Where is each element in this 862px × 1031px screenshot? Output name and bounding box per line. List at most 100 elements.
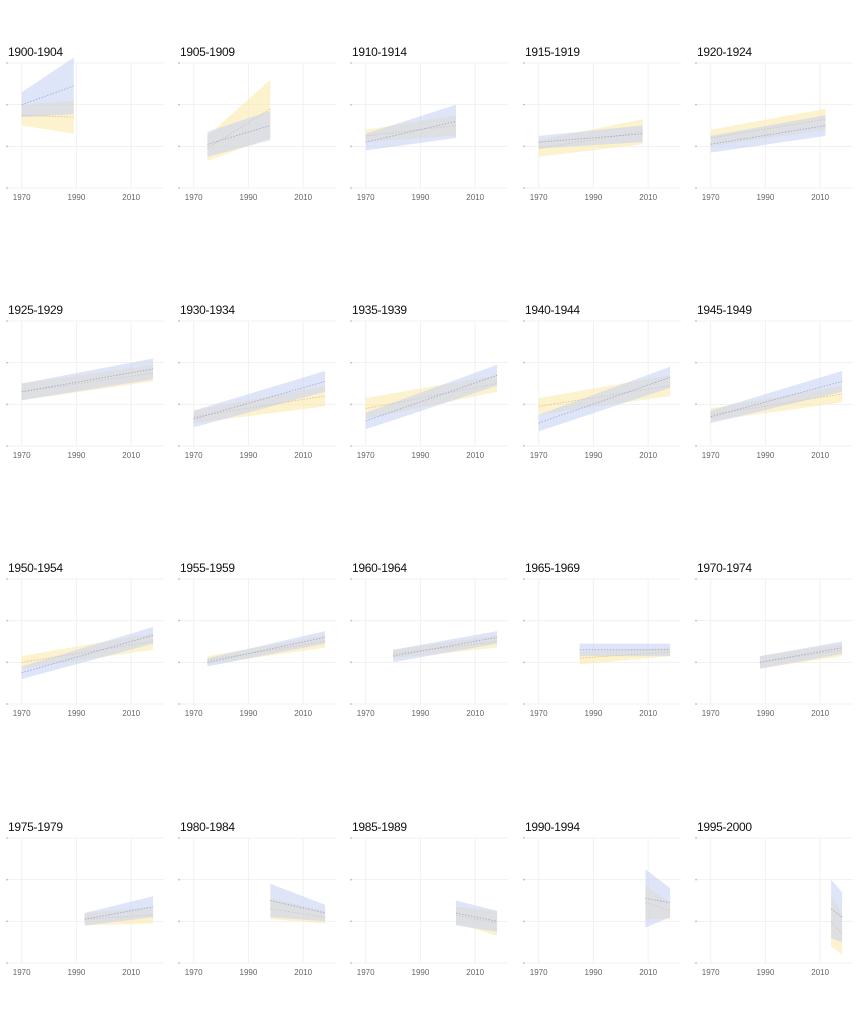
panel: 1940-1944 1970 1990 2010 <box>523 303 681 460</box>
panel: 1930-1934 1970 1990 2010 <box>178 303 336 460</box>
panel-title: 1900-1904 <box>8 45 63 59</box>
panel-title: 1905-1909 <box>180 45 235 59</box>
x-tick-label: 1970 <box>13 709 31 718</box>
y-tick-mark <box>523 403 525 406</box>
x-tick-label: 1970 <box>702 709 720 718</box>
y-tick-mark <box>178 361 180 364</box>
series-a-band <box>21 626 154 679</box>
y-tick-mark <box>695 361 697 364</box>
series-a-band <box>193 371 326 428</box>
y-tick-mark <box>6 920 8 923</box>
y-tick-mark <box>695 187 697 189</box>
x-tick-label: 2010 <box>811 451 829 460</box>
panel: 1900-1904 1970 1990 2010 <box>6 45 164 202</box>
panel: 1975-1979 1970 1990 2010 <box>6 820 164 977</box>
y-tick-mark <box>350 661 352 664</box>
x-tick-label: 2010 <box>639 451 657 460</box>
y-tick-mark <box>178 962 180 964</box>
y-tick-mark <box>523 361 525 364</box>
panel: 1925-1929 1970 1990 2010 <box>6 303 164 460</box>
y-tick-mark <box>695 320 697 322</box>
x-tick-label: 2010 <box>811 968 829 977</box>
x-tick-label: 1990 <box>412 709 430 718</box>
panel-title: 1950-1954 <box>8 561 63 575</box>
y-tick-mark <box>178 403 180 406</box>
panel-title: 1980-1984 <box>180 820 235 834</box>
x-tick-label: 2010 <box>639 193 657 202</box>
y-tick-mark <box>6 578 8 580</box>
x-tick-label: 1990 <box>68 968 86 977</box>
x-tick-label: 1990 <box>412 968 430 977</box>
x-tick-label: 1970 <box>13 193 31 202</box>
y-tick-mark <box>695 661 697 664</box>
x-tick-label: 2010 <box>122 451 140 460</box>
y-tick-mark <box>523 103 525 106</box>
series-a-trend-line <box>710 125 826 145</box>
y-tick-mark <box>350 103 352 106</box>
x-tick-label: 2010 <box>294 709 312 718</box>
panel: 1990-1994 1970 1990 2010 <box>523 820 681 977</box>
x-tick-label: 1970 <box>357 451 375 460</box>
series-a-band <box>365 104 456 151</box>
panel-title: 1920-1924 <box>697 45 752 59</box>
y-tick-mark <box>6 187 8 189</box>
y-tick-mark <box>695 962 697 964</box>
series-a-trend-line <box>270 900 326 914</box>
y-tick-mark <box>6 361 8 364</box>
x-tick-label: 1990 <box>412 451 430 460</box>
x-tick-label: 1990 <box>585 193 603 202</box>
y-tick-mark <box>178 145 180 148</box>
panel: 1945-1949 1970 1990 2010 <box>695 303 853 460</box>
series-a-trend-line <box>455 912 498 922</box>
series-a-band <box>538 125 643 149</box>
x-tick-label: 2010 <box>466 709 484 718</box>
x-tick-label: 1990 <box>68 709 86 718</box>
y-tick-mark <box>523 145 525 148</box>
y-tick-mark <box>695 403 697 406</box>
y-tick-mark <box>6 703 8 705</box>
y-tick-mark <box>350 837 352 839</box>
panel-title: 1990-1994 <box>525 820 580 834</box>
y-tick-mark <box>350 962 352 964</box>
panel: 1955-1959 1970 1990 2010 <box>178 561 336 718</box>
panel: 1995-2000 1970 1990 2010 <box>695 820 853 977</box>
x-tick-label: 1990 <box>240 451 258 460</box>
y-tick-mark <box>178 445 180 447</box>
x-tick-label: 1990 <box>757 193 775 202</box>
y-tick-mark <box>178 878 180 881</box>
panel-title: 1985-1989 <box>352 820 407 834</box>
x-tick-label: 1990 <box>585 451 603 460</box>
y-tick-mark <box>523 578 525 580</box>
x-tick-label: 1970 <box>185 193 203 202</box>
series-a-band <box>538 366 671 432</box>
series-a-band <box>456 900 498 932</box>
x-tick-label: 1970 <box>357 709 375 718</box>
y-tick-mark <box>695 837 697 839</box>
y-tick-mark <box>178 103 180 106</box>
y-tick-mark <box>6 62 8 64</box>
x-tick-label: 1970 <box>530 451 548 460</box>
panel: 1965-1969 1970 1990 2010 <box>523 561 681 718</box>
series-a-band <box>759 641 843 669</box>
y-tick-mark <box>695 920 697 923</box>
series-a-trend-line <box>538 133 643 143</box>
series-a-trend-line <box>207 636 326 663</box>
y-tick-mark <box>350 703 352 705</box>
x-tick-label: 2010 <box>122 709 140 718</box>
series-a-trend-line <box>392 636 498 657</box>
series-a-band <box>645 869 671 928</box>
x-tick-label: 2010 <box>294 193 312 202</box>
x-tick-label: 2010 <box>466 193 484 202</box>
panel-title: 1945-1949 <box>697 303 752 317</box>
x-tick-label: 1970 <box>185 451 203 460</box>
y-tick-mark <box>695 619 697 622</box>
panel-title: 1955-1959 <box>180 561 235 575</box>
x-tick-label: 2010 <box>811 709 829 718</box>
y-tick-mark <box>178 661 180 664</box>
y-tick-mark <box>178 62 180 64</box>
y-tick-mark <box>350 445 352 447</box>
series-a-band <box>831 879 843 943</box>
panel: 1960-1964 1970 1990 2010 <box>350 561 508 718</box>
y-tick-mark <box>523 661 525 664</box>
